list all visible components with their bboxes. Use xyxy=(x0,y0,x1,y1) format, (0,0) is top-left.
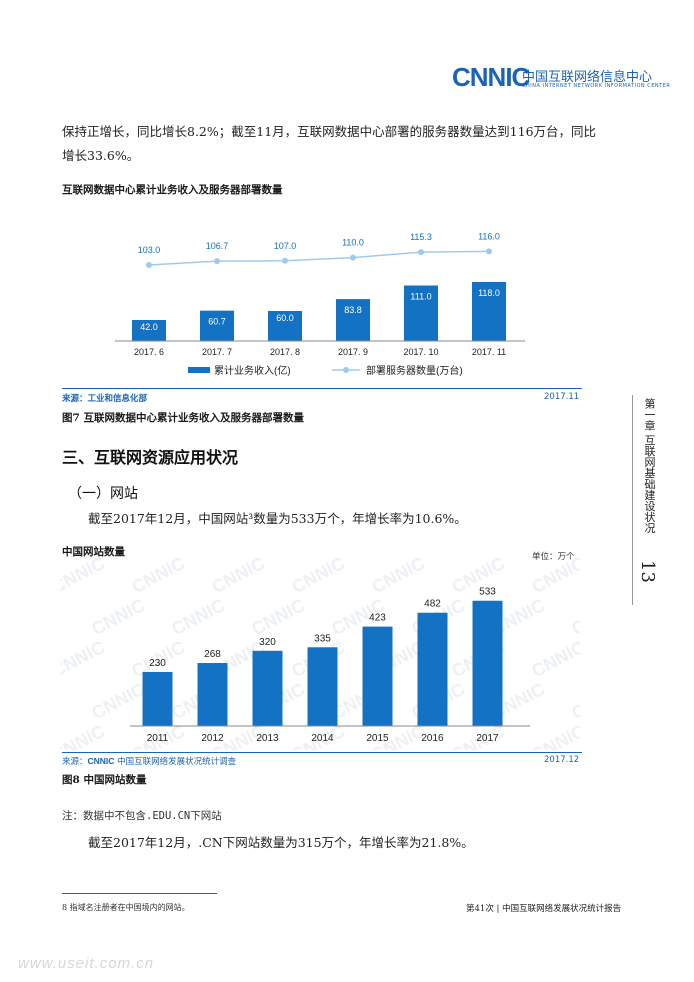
site-watermark: www.useit.com.cn xyxy=(18,955,155,972)
server-count-line xyxy=(148,250,490,266)
intro-line-1: 保持正增长，同比增长8.2%；截至11月，互联网数据中心部署的服务器数量达到11… xyxy=(62,124,597,139)
figure7-rule xyxy=(62,388,582,389)
server-point-label: 106.7 xyxy=(206,241,229,251)
figure7-x-tick: 2017. 9 xyxy=(338,347,368,357)
figure7-title: 互联网数据中心累计业务收入及服务器部署数量 xyxy=(62,184,283,196)
server-point xyxy=(350,254,356,261)
figure8-caption: 图8 中国网站数量 xyxy=(62,774,147,786)
figure8-x-tick: 2015 xyxy=(366,733,389,744)
figure8-x-tick: 2014 xyxy=(311,733,334,744)
legend-revenue-label: 累计业务收入(亿) xyxy=(214,364,291,377)
watermark-tile: CNNIC xyxy=(568,594,580,640)
legend-revenue-swatch xyxy=(188,367,210,373)
figure8-x-tick: 2013 xyxy=(256,733,279,744)
figure7-x-tick: 2017. 6 xyxy=(134,347,164,357)
figure7-x-tick: 2017. 11 xyxy=(472,347,506,357)
website-bar xyxy=(252,650,283,726)
footnote-rule xyxy=(62,893,217,894)
revenue-bar-label: 83.8 xyxy=(344,305,362,315)
watermark-tile: CNNIC xyxy=(60,636,109,682)
website-bar xyxy=(307,647,338,726)
server-point xyxy=(418,249,424,256)
watermark-tile: CNNIC xyxy=(60,555,109,598)
footnote: 8 指域名注册者在中国境内的网站。 xyxy=(62,903,190,912)
website-bar-label: 335 xyxy=(314,633,331,644)
note: 注：数据中不包含.EDU.CN下网站 xyxy=(62,810,222,822)
revenue-bar-label: 60.0 xyxy=(276,313,294,323)
figure8-source: 来源：CNNIC 中国互联网络发展状况统计调查 xyxy=(62,755,236,767)
server-point xyxy=(214,258,220,265)
website-bar-label: 230 xyxy=(149,658,166,669)
figure8-x-tick: 2012 xyxy=(201,733,224,744)
figure7-x-tick: 2017. 10 xyxy=(403,347,438,357)
website-bar xyxy=(362,626,393,726)
server-point xyxy=(146,262,152,268)
cnnic-logo-cn: 中国互联网络信息中心 xyxy=(522,70,653,85)
figure8-unit: 单位：万个 xyxy=(532,552,575,562)
legend-server-label: 部署服务器数量(万台) xyxy=(366,364,463,377)
website-bar-label: 482 xyxy=(424,599,441,610)
server-point-label: 110.0 xyxy=(342,238,364,248)
server-point-label: 115.3 xyxy=(410,232,432,242)
revenue-bar xyxy=(268,311,302,341)
figure8-source-text: 中国互联网络发展状况统计调查 xyxy=(117,757,237,767)
website-bar-label: 423 xyxy=(369,613,386,624)
website-bar xyxy=(472,600,503,726)
intro-line-2: 增长33.6%。 xyxy=(62,148,140,163)
server-point-label: 116.0 xyxy=(478,231,500,241)
side-chapter: 第一章 互联网基础建设状况 xyxy=(643,398,656,534)
website-bar xyxy=(197,663,228,726)
figure8-x-tick: 2016 xyxy=(421,733,444,744)
website-bar xyxy=(142,671,173,726)
revenue-bar xyxy=(336,299,370,341)
section3-para: 截至2017年12月，中国网站³数量为533万个，年增长率为10.6%。 xyxy=(88,511,467,526)
revenue-bar xyxy=(132,320,166,341)
figure7-source: 来源：工业和信息化部 xyxy=(62,394,148,404)
server-point-label: 103.0 xyxy=(138,245,161,255)
figure8-source-logo: CNNIC xyxy=(87,756,115,766)
section3-sub1: （一）网站 xyxy=(68,486,138,502)
server-point xyxy=(282,257,288,264)
revenue-bar xyxy=(472,282,506,341)
cnnic-logo-en: CHINA INTERNET NETWORK INFORMATION CENTE… xyxy=(522,83,671,89)
figure8-source-prefix: 来源： xyxy=(62,757,88,767)
revenue-bar-label: 111.0 xyxy=(410,292,431,302)
figure8-chart: 230 268 320 335 423 482 533 2011 2012 2013 2014 20… xyxy=(130,587,530,744)
revenue-bar-label: 42.0 xyxy=(140,322,158,332)
revenue-bar-label: 60.7 xyxy=(208,317,226,327)
figure8-x-tick: 2011 xyxy=(147,733,169,744)
page-number: 13 xyxy=(637,560,658,583)
watermark-tile: CNNIC xyxy=(60,720,109,750)
figure7-chart: 42.0 60.7 60.0 83.8 111.0 118.0 103.0 106.7 107… xyxy=(115,231,525,377)
revenue-bar-label: 118.0 xyxy=(478,288,500,298)
website-bar-label: 268 xyxy=(204,649,221,660)
side-divider xyxy=(632,395,633,605)
revenue-bar xyxy=(200,310,234,341)
revenue-bar xyxy=(404,285,438,341)
figure7-x-tick: 2017. 8 xyxy=(270,347,300,357)
section3-heading: 三、互联网资源应用状况 xyxy=(62,448,239,467)
figure8-x-tick: 2017 xyxy=(476,733,499,744)
figure7-x-tick: 2017. 7 xyxy=(202,347,232,357)
watermark-tile: CNNIC xyxy=(568,678,580,724)
figure8-rule xyxy=(62,752,582,753)
server-point-label: 107.0 xyxy=(274,241,297,251)
figure8-date: 2017.12 xyxy=(544,755,580,765)
figure7-date: 2017.11 xyxy=(544,392,580,402)
server-point xyxy=(486,248,492,255)
website-bar xyxy=(417,612,448,726)
footer-report: 第41次 | 中国互联网络发展状况统计报告 xyxy=(466,904,622,914)
website-bar-label: 320 xyxy=(259,637,276,648)
cnnic-logo: CNNIC xyxy=(452,62,530,92)
website-bar-label: 533 xyxy=(479,587,496,598)
para2: 截至2017年12月，.CN下网站数量为315万个，年增长率为21.8%。 xyxy=(88,835,474,850)
figure8-title: 中国网站数量 xyxy=(62,546,125,558)
figure7-caption: 图7 互联网数据中心累计业务收入及服务器部署数量 xyxy=(62,412,304,424)
